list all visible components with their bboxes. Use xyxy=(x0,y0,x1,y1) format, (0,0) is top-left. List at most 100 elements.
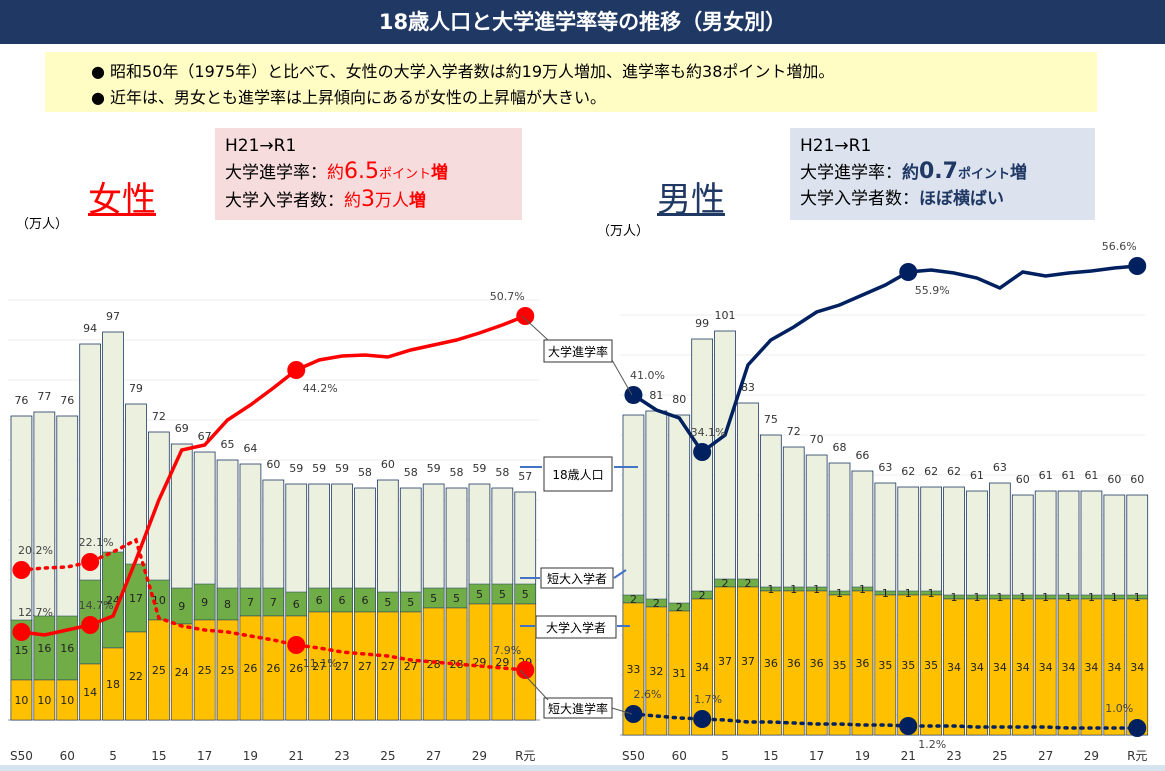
female-bar-university xyxy=(125,631,147,721)
female-label-junior: 6 xyxy=(361,594,368,607)
male-label-population: 75 xyxy=(764,413,778,426)
female-label-junior: 5 xyxy=(384,596,391,609)
female-x-tick: 29 xyxy=(472,749,487,763)
male-label-population: 70 xyxy=(810,433,824,446)
male-bar-university xyxy=(943,598,965,736)
female-univ-rate-label: 50.7% xyxy=(490,290,525,303)
male-bar-university xyxy=(851,590,874,736)
female-label-population: 77 xyxy=(37,390,51,403)
callout-junior-box xyxy=(540,567,614,589)
male-label-population: 60 xyxy=(1130,473,1144,486)
male-junior-rate-marker xyxy=(693,710,712,728)
female-bar-university xyxy=(193,619,216,721)
female-junior-rate-marker xyxy=(287,636,306,654)
male-label-population: 60 xyxy=(1107,473,1121,486)
female-label-population: 59 xyxy=(472,462,486,475)
female-bar-university xyxy=(171,623,193,721)
female-label-population: 58 xyxy=(358,466,372,479)
female-label-population: 76 xyxy=(14,394,28,407)
male-bar-university xyxy=(966,598,988,736)
male-label-university: 36 xyxy=(855,657,869,670)
female-label-junior: 5 xyxy=(476,588,483,601)
male-label-population: 101 xyxy=(715,309,736,322)
female-box-count: 大学入学者数：約3万人増 xyxy=(225,187,426,212)
female-bar-university xyxy=(331,611,353,721)
male-label-junior: 1 xyxy=(859,583,866,596)
male-label-population: 61 xyxy=(1084,469,1098,482)
male-label-university: 35 xyxy=(901,659,915,672)
female-junior-rate-line xyxy=(19,537,527,672)
leader-rate-male xyxy=(611,359,633,396)
male-bar-university xyxy=(622,602,645,736)
male-label-university: 34 xyxy=(1130,661,1144,674)
female-univ-rate-marker xyxy=(12,623,31,641)
male-label-junior: 2 xyxy=(744,577,751,590)
male-label-junior: 2 xyxy=(676,601,683,614)
female-label-university: 10 xyxy=(14,694,28,707)
callout-university-box xyxy=(535,615,617,639)
female-label-junior: 16 xyxy=(60,642,74,655)
arrow-junior-right xyxy=(613,569,627,579)
male-x-tick: 17 xyxy=(809,749,824,763)
female-label-university: 24 xyxy=(175,666,189,679)
male-bar-university xyxy=(668,610,690,736)
female-bar-university xyxy=(56,679,78,721)
male-label-junior: 1 xyxy=(1019,591,1026,604)
male-x-tick: 21 xyxy=(901,749,916,763)
female-label-junior: 16 xyxy=(37,642,51,655)
page-title: 18歳人口と大学進学率等の推移（男女別） xyxy=(0,0,1165,44)
male-label-university: 35 xyxy=(924,659,938,672)
female-label-junior: 5 xyxy=(522,588,529,601)
female-label-population: 57 xyxy=(518,470,532,483)
male-bar-university xyxy=(737,586,759,736)
male-univ-rate-marker xyxy=(899,263,918,281)
male-label-junior: 1 xyxy=(1134,591,1141,604)
female-label-university: 14 xyxy=(83,686,97,699)
male-label-university: 33 xyxy=(626,663,640,676)
female-bar-university xyxy=(308,611,330,721)
female-label-university: 27 xyxy=(312,660,326,673)
female-bar-university xyxy=(468,603,491,721)
male-label-junior: 2 xyxy=(722,577,729,590)
female-bar-university xyxy=(216,619,239,721)
female-label-junior: 15 xyxy=(14,644,28,657)
female-label-junior: 6 xyxy=(293,598,300,611)
female-label-junior: 8 xyxy=(224,598,231,611)
callout-rate-text: 大学進学率 xyxy=(548,344,608,359)
male-x-tick: 27 xyxy=(1038,749,1053,763)
male-x-tick: 23 xyxy=(946,749,961,763)
male-junior-rate-label: 1.0% xyxy=(1105,702,1133,715)
male-label-junior: 1 xyxy=(1065,591,1072,604)
female-bar-university xyxy=(239,615,262,721)
summary-box: ● 昭和50年（1975年）と比べて、女性の大学入学者数は約19万人増加、進学率… xyxy=(45,52,1097,112)
male-junior-rate-label: 2.6% xyxy=(633,688,661,701)
female-univ-rate-label: 44.2% xyxy=(303,382,338,395)
male-label-university: 34 xyxy=(947,661,961,674)
male-junior-rate-label: 1.2% xyxy=(918,738,946,751)
female-label-population: 58 xyxy=(495,466,509,479)
female-bar-university xyxy=(10,679,33,721)
female-label-population: 58 xyxy=(404,466,418,479)
female-label-junior: 5 xyxy=(453,592,460,605)
bottom-strip xyxy=(0,765,1165,771)
female-label-university: 26 xyxy=(266,662,280,675)
female-x-tick: 25 xyxy=(380,749,395,763)
female-label-university: 10 xyxy=(60,694,74,707)
male-bar-university xyxy=(760,590,782,736)
female-bar-university xyxy=(400,611,422,721)
female-label-university: 26 xyxy=(289,662,303,675)
male-junior-rate-marker xyxy=(899,717,918,735)
female-label-junior: 17 xyxy=(129,592,143,605)
summary-line-1: ● 昭和50年（1975年）と比べて、女性の大学入学者数は約19万人増加、進学率… xyxy=(91,62,835,81)
female-label-population: 97 xyxy=(106,310,120,323)
female-univ-rate-marker xyxy=(81,616,100,634)
male-univ-rate-line xyxy=(632,264,1138,455)
female-x-tick: 19 xyxy=(243,749,258,763)
male-bar-university xyxy=(1057,598,1080,736)
male-label-university: 34 xyxy=(1016,661,1030,674)
callout-population-box xyxy=(543,456,613,492)
male-bar-university xyxy=(828,594,851,736)
male-label-population: 80 xyxy=(672,393,686,406)
female-label-junior: 5 xyxy=(407,596,414,609)
male-label-junior: 1 xyxy=(973,591,980,604)
